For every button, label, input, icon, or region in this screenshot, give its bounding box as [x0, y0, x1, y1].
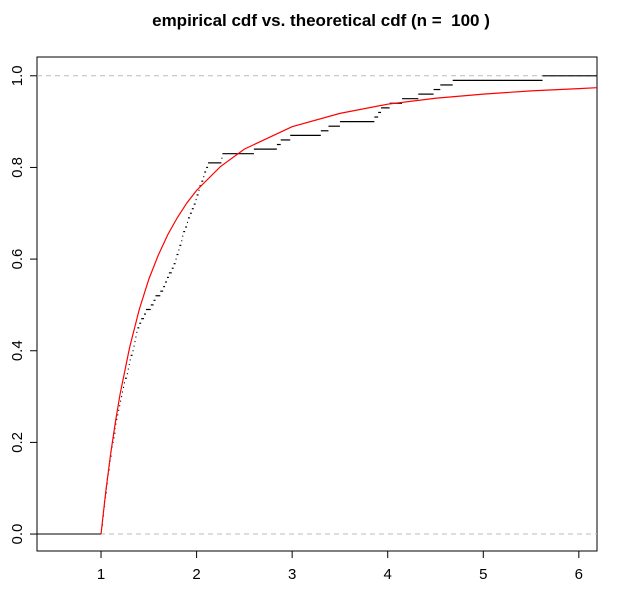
y-tick-label: 0.2 — [9, 432, 26, 453]
x-tick-label: 1 — [97, 566, 105, 583]
plot-frame — [36, 56, 598, 552]
y-tick-label: 0.6 — [9, 249, 26, 270]
x-tick-label: 5 — [479, 566, 487, 583]
x-tick-label: 4 — [384, 566, 392, 583]
y-tick-label: 1.0 — [9, 65, 26, 86]
theoretical-cdf — [100, 87, 597, 535]
y-tick-label: 0.0 — [9, 524, 26, 545]
x-tick-label: 2 — [192, 566, 200, 583]
y-tick-label: 0.8 — [9, 157, 26, 178]
x-tick-label: 6 — [575, 566, 583, 583]
y-tick-label: 0.4 — [9, 340, 26, 361]
x-tick-label: 3 — [288, 566, 296, 583]
chart-title: empirical cdf vs. theoretical cdf (n = 1… — [152, 11, 490, 30]
